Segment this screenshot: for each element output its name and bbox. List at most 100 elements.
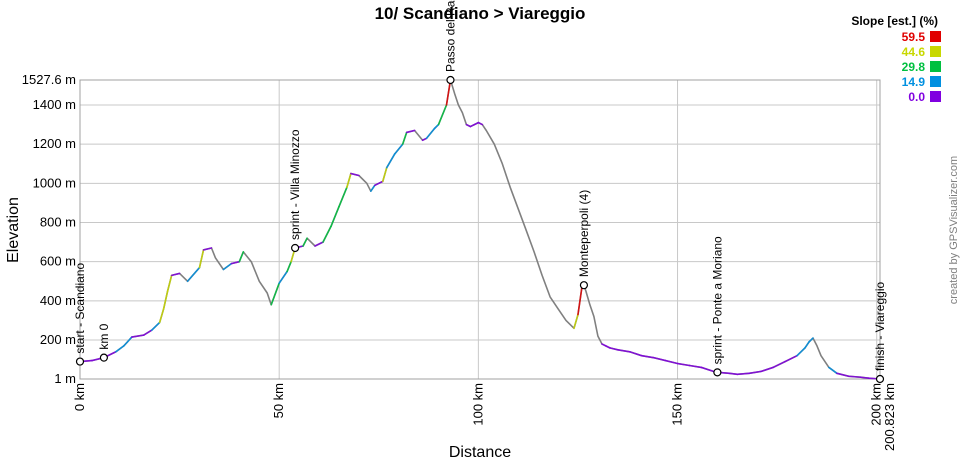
y-tick-label: 800 m xyxy=(40,215,76,230)
plot-area-border xyxy=(79,79,881,380)
slope-segment xyxy=(142,329,153,336)
slope-segment xyxy=(676,362,691,367)
slope-segment xyxy=(808,337,814,343)
slope-segment xyxy=(302,237,308,247)
grid-lines xyxy=(79,79,880,380)
waypoint-marker xyxy=(579,281,589,290)
slope-segment xyxy=(848,375,862,379)
x-tick-label: 100 km xyxy=(470,383,485,426)
slope-segment xyxy=(401,131,408,145)
slope-segment xyxy=(330,206,340,228)
elevation-profile-line xyxy=(79,79,881,380)
slope-segment xyxy=(804,341,810,349)
waypoint-marker xyxy=(446,75,455,85)
y-tick-label: 1000 m xyxy=(33,175,76,190)
x-tick-label: 200 km xyxy=(869,383,884,426)
slope-segment xyxy=(664,359,679,365)
slope-segment xyxy=(373,180,384,187)
slope-segment xyxy=(640,354,655,359)
slope-segment xyxy=(230,260,241,265)
y-tick-label: 1527.6 m xyxy=(22,72,76,87)
slope-segment xyxy=(760,366,774,373)
slope-segment xyxy=(314,241,324,247)
slope-segment xyxy=(433,123,440,130)
slope-segment xyxy=(573,313,579,330)
slope-segment xyxy=(836,372,850,378)
y-tick-label: 600 m xyxy=(40,254,76,269)
legend-swatch xyxy=(930,76,941,87)
credit-text: created by GPSVisualizer.com xyxy=(948,156,960,304)
slope-segment xyxy=(350,172,360,177)
x-axis-label: Distance xyxy=(449,444,511,460)
legend-swatch xyxy=(930,61,941,72)
waypoint-marker xyxy=(713,368,722,377)
x-tick-label: 50 km xyxy=(271,383,286,418)
slope-segment xyxy=(186,266,201,283)
slope-segment xyxy=(736,372,751,376)
slope-segment xyxy=(616,349,631,353)
slope-segment xyxy=(425,127,436,140)
slope-segment xyxy=(859,376,870,380)
x-tick-label: 0 km xyxy=(72,383,87,411)
slope-segment xyxy=(338,186,348,208)
slope-segment xyxy=(385,153,396,169)
slope-segment xyxy=(278,270,288,285)
slope-segment xyxy=(437,104,448,126)
slope-segment xyxy=(286,260,292,273)
slope-segment xyxy=(748,370,762,375)
waypoint-label: km 0 xyxy=(97,323,111,349)
waypoint-label: Passo del Radici (1) xyxy=(443,0,457,72)
waypoint-label: finish - Viareggio xyxy=(873,282,887,371)
slope-segment xyxy=(728,372,739,376)
slope-segment xyxy=(322,225,332,243)
slope-color-segments xyxy=(79,79,881,380)
slope-segment xyxy=(393,143,404,155)
legend-value: 14.9 xyxy=(902,75,926,89)
waypoint-marker xyxy=(75,357,85,366)
slope-segment xyxy=(688,364,703,369)
slope-segment xyxy=(202,247,213,251)
slope-segment xyxy=(222,262,233,271)
y-tick-label: 1 m xyxy=(54,371,76,386)
slope-segment xyxy=(150,321,161,332)
legend-value: 29.8 xyxy=(902,60,926,74)
waypoint-label: Monteperpoli (4) xyxy=(577,190,591,277)
waypoint-marker xyxy=(99,353,109,362)
slope-segment xyxy=(700,366,715,373)
waypoint-label: start - Scandiano xyxy=(73,263,87,354)
slope-segment xyxy=(381,166,388,183)
y-tick-label: 400 m xyxy=(40,293,76,308)
slope-segment xyxy=(405,129,416,134)
slope-segment xyxy=(628,350,643,357)
slope-segment xyxy=(370,184,376,192)
chart-title: 10/ Scandiano > Viareggio xyxy=(375,4,586,23)
legend-swatch xyxy=(930,91,941,102)
y-tick-label: 200 m xyxy=(40,332,76,347)
slope-segment xyxy=(123,336,133,347)
slope-segment xyxy=(346,172,352,189)
slope-segment xyxy=(170,272,181,277)
y-tick-labels: 1 m 200 m 400 m 600 m 800 m 1000 m 1200 m 1400 … xyxy=(22,72,76,386)
waypoint-label: sprint - Ponte a Moriano xyxy=(710,236,724,364)
slope-segment xyxy=(828,366,838,375)
legend-title: Slope [est.] (%) xyxy=(851,14,938,28)
slope-segment xyxy=(198,249,205,269)
slope-segment xyxy=(652,356,667,362)
slope-segment xyxy=(162,290,169,310)
waypoint-markers: start - Scandiano km 0 sprint - Villa Mino… xyxy=(73,0,887,384)
legend-value: 44.6 xyxy=(902,45,926,59)
slope-segment xyxy=(166,274,173,292)
legend-value: 59.5 xyxy=(902,30,926,44)
slope-segment xyxy=(609,347,619,351)
slope-segment xyxy=(130,334,145,338)
slope-segment xyxy=(158,307,165,324)
y-tick-label: 1200 m xyxy=(33,136,76,151)
legend-value: 0.0 xyxy=(908,90,925,104)
waypoint-marker xyxy=(875,374,885,384)
y-axis-label: Elevation xyxy=(5,197,22,263)
y-tick-label: 1400 m xyxy=(33,97,76,112)
waypoint-label: sprint - Villa Minozzo xyxy=(288,129,302,240)
slope-segment xyxy=(445,79,452,106)
